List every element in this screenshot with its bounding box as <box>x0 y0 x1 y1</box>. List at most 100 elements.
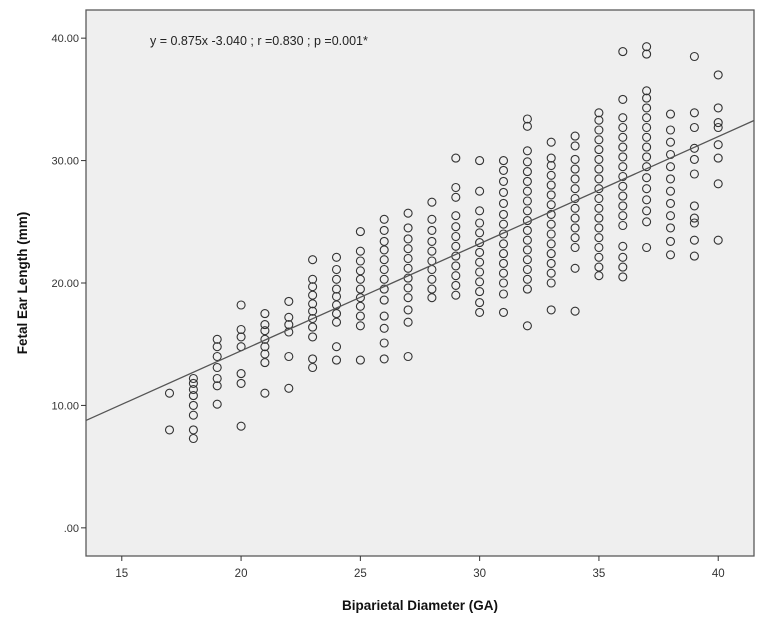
data-point <box>570 233 580 243</box>
data-point <box>427 225 437 235</box>
data-point <box>618 132 628 142</box>
data-point <box>642 122 652 133</box>
data-point <box>594 262 604 272</box>
data-point <box>594 233 604 243</box>
data-point <box>379 295 389 305</box>
data-point <box>618 181 628 191</box>
data-point <box>331 355 342 365</box>
data-point <box>665 125 676 135</box>
data-point <box>594 203 604 213</box>
data-point <box>379 255 389 265</box>
data-point <box>236 378 246 388</box>
data-point <box>618 47 628 57</box>
data-point <box>331 317 342 327</box>
data-point <box>570 213 580 223</box>
data-point <box>284 296 294 306</box>
data-point <box>642 42 652 52</box>
x-tick-label: 30 <box>473 568 486 580</box>
data-point <box>498 165 509 175</box>
data-point <box>403 305 413 315</box>
data-point <box>546 180 556 190</box>
data-point <box>427 274 437 284</box>
data-point <box>713 118 723 128</box>
data-point <box>475 228 485 238</box>
data-point <box>522 225 532 235</box>
data-point <box>522 167 532 177</box>
data-point <box>665 250 676 260</box>
data-point <box>308 306 318 316</box>
data-point <box>594 108 604 118</box>
data-point <box>642 242 652 253</box>
x-axis: 15 20 25 30 35 40 <box>115 556 725 580</box>
data-point <box>546 170 556 180</box>
data-point <box>594 115 604 125</box>
data-point <box>570 141 580 151</box>
data-point <box>594 145 604 155</box>
data-point <box>570 131 580 141</box>
data-point <box>546 268 556 278</box>
data-point <box>379 323 389 333</box>
data-point <box>522 274 532 284</box>
x-tick-label: 35 <box>593 568 606 580</box>
data-point <box>594 193 604 204</box>
regression-annotation: y = 0.875x -3.040 ; r =0.830 ; p =0.001* <box>150 34 368 48</box>
data-point <box>594 125 604 135</box>
y-tick-label: 20.00 <box>51 278 79 290</box>
data-point <box>403 208 413 218</box>
data-point <box>522 321 532 331</box>
data-point <box>689 251 699 261</box>
data-point <box>308 354 318 364</box>
data-point <box>689 122 699 133</box>
data-point <box>546 278 556 288</box>
data-point <box>308 332 318 342</box>
data-point <box>212 373 222 384</box>
data-point <box>403 223 413 233</box>
data-point <box>260 342 270 352</box>
data-point <box>451 290 461 300</box>
data-point <box>570 242 580 253</box>
data-point <box>689 154 699 164</box>
data-point <box>355 311 365 321</box>
data-point <box>594 164 604 174</box>
y-tick-label: .00 <box>64 523 79 535</box>
data-point <box>522 186 532 196</box>
data-point <box>212 381 222 391</box>
data-point <box>522 235 532 245</box>
x-tick-label: 15 <box>115 568 128 580</box>
data-point <box>642 132 652 142</box>
data-point <box>689 143 699 153</box>
data-point <box>236 300 246 310</box>
data-point <box>594 174 604 184</box>
data-point <box>546 258 556 268</box>
data-point <box>236 421 246 431</box>
data-point <box>689 51 699 62</box>
data-point <box>642 103 652 113</box>
data-point <box>308 282 318 292</box>
data-point <box>331 274 342 284</box>
data-point <box>355 256 365 266</box>
data-point <box>212 351 222 362</box>
data-point <box>451 241 461 251</box>
data-point <box>642 184 652 194</box>
data-point <box>498 209 509 219</box>
x-tick-label: 20 <box>235 568 248 580</box>
data-point <box>713 103 723 113</box>
data-point <box>618 201 628 211</box>
data-point <box>618 171 628 182</box>
data-point <box>522 284 532 294</box>
data-point <box>379 214 389 224</box>
data-point <box>713 153 723 163</box>
data-point <box>403 317 413 327</box>
data-point <box>475 186 485 196</box>
data-point <box>522 146 532 156</box>
data-point <box>713 70 723 80</box>
data-point <box>665 198 676 208</box>
data-point <box>570 154 580 164</box>
data-point <box>546 160 556 171</box>
data-point <box>475 247 485 257</box>
data-point <box>379 284 389 294</box>
data-point <box>642 142 652 152</box>
data-point <box>236 369 246 379</box>
data-point <box>498 278 509 288</box>
